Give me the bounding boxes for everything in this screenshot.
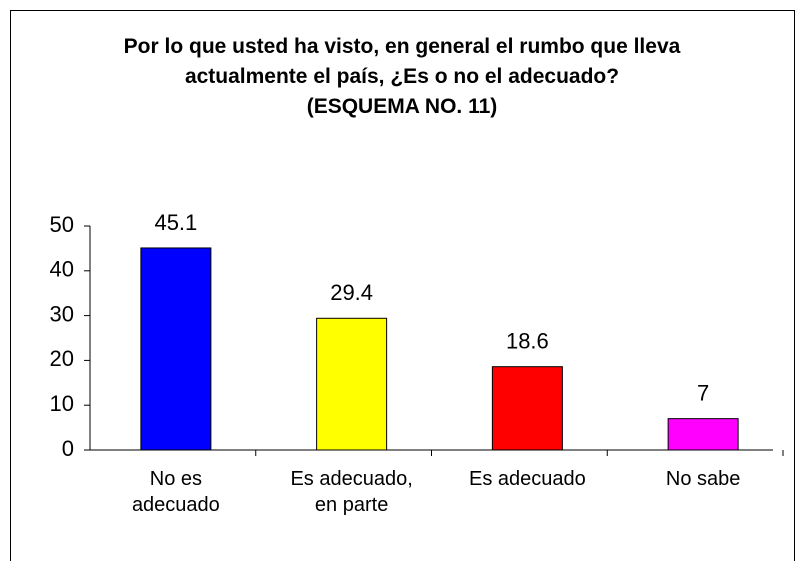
y-tick-label: 30 [50,301,74,326]
value-label: 7 [697,380,709,405]
x-tick-label: No sabe [665,468,741,490]
y-tick-label: 50 [50,212,74,237]
x-tick-label: Es adecuado [468,468,586,490]
y-tick-label: 10 [50,391,74,416]
x-tick-label: No es adecuado [131,468,220,516]
value-label: 29.4 [330,280,373,305]
y-tick-label: 20 [50,346,74,371]
frame [10,10,795,561]
title-text: Por lo que usted ha visto, en general el… [123,35,681,88]
subtitle: (ESQUEMA NO. 11) [306,95,498,118]
value-label: 18.6 [506,328,549,353]
bar [140,247,212,451]
y-tick-label: 40 [50,257,74,282]
chart-title: Por lo que usted ha visto, en general el… [100,32,704,122]
bar [667,418,739,451]
bar [491,366,563,451]
value-label: 45.1 [154,210,197,235]
x-tick-label: Es adecuado, en parte [290,468,413,516]
y-tick-label: 0 [62,436,74,461]
bar [316,317,388,451]
